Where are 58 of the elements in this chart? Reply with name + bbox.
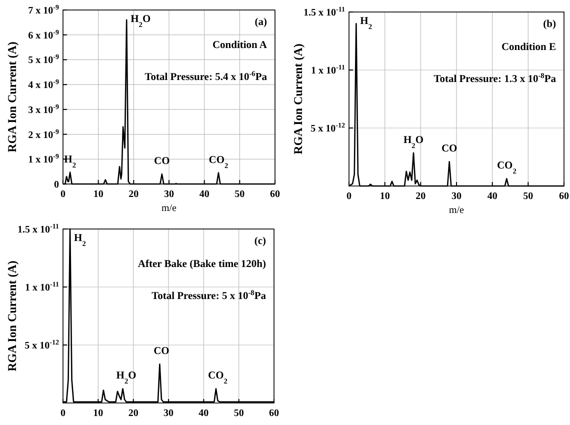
x-tick-label: 20 <box>128 189 139 200</box>
x-tick-label: 60 <box>559 191 569 202</box>
y-tick-label: 2 x 10$^{-9}$ <box>28 128 60 141</box>
y-tick-label: 4 x 10$^{-9}$ <box>28 78 60 92</box>
annotation: (c) <box>254 236 266 247</box>
annotation: CO$_{2}$ <box>208 154 229 170</box>
x-tick-label: 10 <box>93 189 104 200</box>
y-axis-title: RGA Ion Current (A) <box>5 42 19 152</box>
annotation: Total Pressure: 5.4 x 10$^{-6}$Pa <box>144 68 268 83</box>
y-tick-label: 5 x 10$^{-9}$ <box>28 53 60 66</box>
x-tick-label: 40 <box>487 191 498 202</box>
annotation: CO <box>154 156 170 168</box>
y-tick-label: 1 x 10$^{-11}$ <box>25 280 60 294</box>
annotation: H$_{2}$O <box>403 134 424 150</box>
y-tick-label: 5 x 10$^{-12}$ <box>310 122 346 134</box>
x-tick-label: 40 <box>198 408 209 419</box>
annotation: H$_{2}$ <box>64 154 76 169</box>
x-tick-label: 10 <box>380 191 390 202</box>
annotation: CO$_{2}$ <box>208 370 228 386</box>
y-tick-label: 0 <box>54 180 59 190</box>
y-tick-label: 3 x 10$^{-9}$ <box>28 102 60 116</box>
annotation: H$_{2}$ <box>360 16 372 30</box>
y-tick-label: 7 x 10$^{-9}$ <box>28 4 60 16</box>
x-tick-label: 40 <box>199 189 210 200</box>
annotation: Condition E <box>501 42 556 53</box>
x-tick-label: 10 <box>93 408 104 419</box>
x-axis-title: m/e <box>162 203 178 214</box>
x-tick-label: 20 <box>128 408 138 419</box>
annotation: (a) <box>254 17 268 28</box>
x-axis-title: m/e <box>449 205 465 216</box>
annotation: (b) <box>543 19 556 30</box>
x-tick-label: 30 <box>164 408 174 419</box>
annotation: H$_{2}$ <box>74 233 86 248</box>
x-tick-label: 60 <box>270 189 280 200</box>
y-tick-label: 1.5 x 10$^{-11}$ <box>304 6 346 18</box>
y-axis-title: RGA Ion Current (A) <box>291 44 305 154</box>
y-tick-label: 5 x 10$^{-12}$ <box>24 338 60 352</box>
annotation: Total Pressure: 5 x 10$^{-8}$Pa <box>152 288 267 302</box>
x-tick-label: 50 <box>523 191 534 202</box>
annotation: CO <box>441 144 458 155</box>
x-tick-label: 50 <box>234 408 244 419</box>
x-tick-label: 30 <box>164 189 174 200</box>
x-tick-label: 20 <box>416 191 426 202</box>
y-axis-title: RGA Ion Current (A) <box>5 260 19 372</box>
annotation: CO <box>154 346 170 358</box>
y-tick-label: 1 x 10$^{-11}$ <box>311 64 346 76</box>
y-tick-label: 1.5 x 10$^{-11}$ <box>18 222 60 236</box>
annotation: After Bake (Bake time 120h) <box>138 259 266 270</box>
x-tick-label: 60 <box>269 408 279 419</box>
annotation: Total Pressure: 1.3 x 10$^{-8}$Pa <box>434 70 557 85</box>
x-tick-label: 30 <box>452 191 462 202</box>
annotation: H$_{2}$O <box>130 14 151 28</box>
y-tick-label: 6 x 10$^{-9}$ <box>28 28 60 42</box>
annotation: Condition A <box>212 40 268 51</box>
annotation: CO$_{2}$ <box>496 160 517 176</box>
y-tick-label: 1 x 10$^{-9}$ <box>28 152 60 166</box>
annotation: H$_{2}$O <box>116 370 136 386</box>
x-tick-label: 50 <box>234 189 245 200</box>
